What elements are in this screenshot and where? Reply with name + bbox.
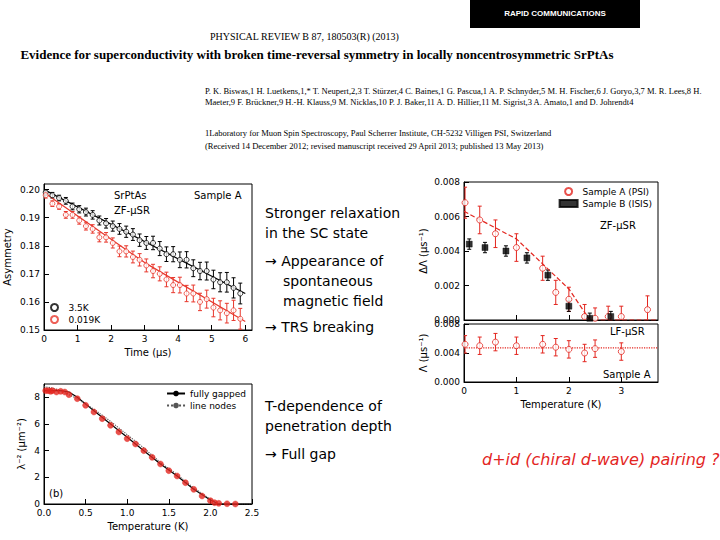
svg-text:Sample B (ISIS): Sample B (ISIS) bbox=[583, 199, 652, 209]
svg-text:5: 5 bbox=[209, 334, 215, 344]
html-text:penetration depth: penetration depth bbox=[265, 418, 392, 434]
svg-text:0: 0 bbox=[461, 386, 467, 396]
svg-text:0.17: 0.17 bbox=[20, 269, 40, 279]
svg-text:3.5K: 3.5K bbox=[69, 303, 90, 313]
svg-text:0.18: 0.18 bbox=[20, 241, 40, 251]
svg-text:Temperature (K): Temperature (K) bbox=[520, 399, 602, 410]
svg-text:0.000: 0.000 bbox=[434, 377, 460, 387]
html-text:d+id (chiral d-wave) pairing ?: d+id (chiral d-wave) pairing ? bbox=[482, 450, 720, 469]
svg-text:0.008: 0.008 bbox=[434, 319, 460, 329]
svg-text:4: 4 bbox=[34, 446, 40, 456]
svg-text:2.5: 2.5 bbox=[245, 508, 259, 518]
svg-text:Sample A: Sample A bbox=[603, 369, 651, 380]
svg-text:0.0: 0.0 bbox=[37, 508, 52, 518]
svg-text:1: 1 bbox=[514, 386, 520, 396]
svg-text:0.008: 0.008 bbox=[434, 177, 460, 187]
svg-text:1.0: 1.0 bbox=[120, 508, 135, 518]
html-text:→ TRS breaking: → TRS breaking bbox=[265, 319, 375, 335]
html-text:T-dependence of: T-dependence of bbox=[265, 398, 382, 414]
svg-text:ΔΛ (µs⁻¹): ΔΛ (µs⁻¹) bbox=[418, 228, 429, 274]
svg-text:0.004: 0.004 bbox=[434, 246, 460, 256]
svg-text:3: 3 bbox=[618, 386, 624, 396]
svg-text:ZF-µSR: ZF-µSR bbox=[600, 220, 636, 231]
svg-text:0: 0 bbox=[41, 334, 47, 344]
svg-text:6: 6 bbox=[34, 419, 40, 429]
svg-text:0.006: 0.006 bbox=[434, 212, 460, 222]
html-text:P. K. Biswas,1 H. Luetkens,1,*: P. K. Biswas,1 H. Luetkens,1,* T. Neuper… bbox=[205, 86, 702, 107]
svg-text:Sample A: Sample A bbox=[194, 190, 242, 201]
html-text:spontaneous: spontaneous bbox=[283, 273, 373, 289]
svg-text:ZF-µSR: ZF-µSR bbox=[114, 205, 150, 216]
svg-text:0.5: 0.5 bbox=[78, 508, 92, 518]
html-text:Evidence for superconductivity: Evidence for superconductivity with brok… bbox=[20, 47, 614, 62]
svg-text:2.0: 2.0 bbox=[203, 508, 218, 518]
svg-text:2: 2 bbox=[34, 472, 40, 482]
html-text:in the SC state: in the SC state bbox=[265, 225, 369, 241]
html-text:(Received 14 December 2012; re: (Received 14 December 2012; revised manu… bbox=[205, 141, 544, 151]
svg-text:1.5: 1.5 bbox=[162, 508, 176, 518]
svg-text:Asymmetry: Asymmetry bbox=[2, 228, 13, 286]
svg-text:0.004: 0.004 bbox=[434, 348, 460, 358]
html-text:1Laboratory for Muon Spin Spec: 1Laboratory for Muon Spin Spectroscopy, … bbox=[205, 128, 552, 138]
svg-text:0: 0 bbox=[34, 499, 40, 509]
svg-text:(b): (b) bbox=[49, 488, 63, 499]
svg-text:0.20: 0.20 bbox=[20, 185, 40, 195]
html-text:PHYSICAL REVIEW B 87, 180503(R: PHYSICAL REVIEW B 87, 180503(R) (2013) bbox=[210, 31, 399, 42]
svg-text:line nodes: line nodes bbox=[190, 401, 237, 411]
svg-text:λ⁻² (µm⁻²): λ⁻² (µm⁻²) bbox=[16, 418, 27, 470]
svg-text:8: 8 bbox=[34, 392, 40, 402]
svg-text:3: 3 bbox=[142, 334, 148, 344]
svg-text:0.19: 0.19 bbox=[20, 213, 40, 223]
html-text:Stronger relaxation: Stronger relaxation bbox=[265, 205, 401, 221]
svg-text:6: 6 bbox=[242, 334, 248, 344]
html-text:→ Full gap: → Full gap bbox=[265, 446, 336, 462]
svg-text:Temperature (K): Temperature (K) bbox=[107, 521, 189, 532]
html-text:→ Appearance of: → Appearance of bbox=[265, 253, 384, 269]
svg-text:2: 2 bbox=[108, 334, 114, 344]
svg-text:LF-µSR: LF-µSR bbox=[610, 326, 645, 337]
html-text:magnetic field: magnetic field bbox=[283, 293, 384, 309]
svg-text:Sample A (PSI): Sample A (PSI) bbox=[583, 187, 649, 197]
svg-text:fully gapped: fully gapped bbox=[190, 389, 246, 399]
svg-text:0.15: 0.15 bbox=[20, 325, 40, 335]
svg-text:Time (µs): Time (µs) bbox=[123, 347, 171, 358]
svg-text:Λ (µs⁻¹): Λ (µs⁻¹) bbox=[418, 334, 429, 373]
svg-text:2: 2 bbox=[566, 386, 572, 396]
svg-text:4: 4 bbox=[175, 334, 181, 344]
svg-text:0.16: 0.16 bbox=[20, 297, 40, 307]
svg-text:0.002: 0.002 bbox=[434, 281, 460, 291]
html-text:RAPID COMMUNICATIONS: RAPID COMMUNICATIONS bbox=[504, 9, 606, 18]
svg-text:SrPtAs: SrPtAs bbox=[114, 190, 146, 201]
svg-text:0.019K: 0.019K bbox=[69, 315, 102, 325]
svg-text:1: 1 bbox=[75, 334, 81, 344]
